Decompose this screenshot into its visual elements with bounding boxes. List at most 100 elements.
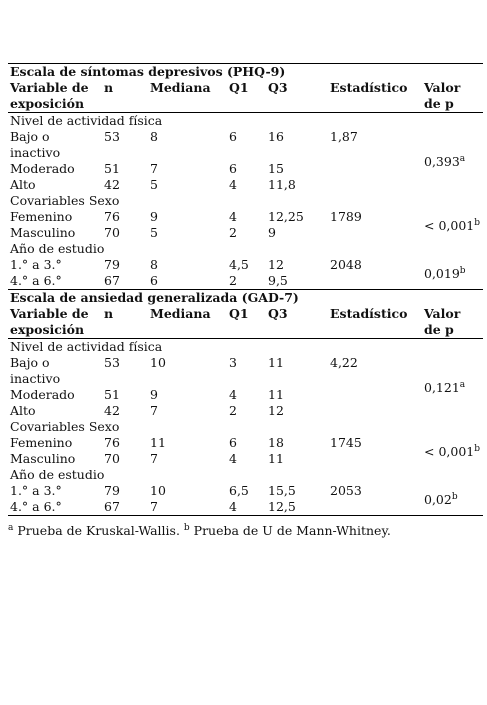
variable-label: Femenino: [10, 435, 73, 450]
variable-label: Femenino: [10, 209, 73, 224]
p-text: 0,121: [424, 380, 460, 396]
cell: 67: [104, 273, 120, 288]
section: Escala de síntomas depresivos (PHQ-9) Var…: [8, 63, 484, 290]
p-note: a: [459, 380, 466, 391]
cell: 7: [150, 451, 158, 466]
cell: 10: [150, 355, 166, 370]
row: Masculino 70 5 2 9: [8, 225, 483, 241]
cell: 12: [268, 257, 284, 272]
cell: 2: [229, 273, 237, 288]
cell: 10: [150, 483, 166, 498]
cell: 9: [268, 225, 276, 240]
variable-label: Moderado: [10, 161, 75, 176]
results-table: Escala de síntomas depresivos (PHQ-9) Var…: [8, 63, 484, 516]
group-label: Nivel de actividad física: [10, 339, 163, 354]
cell: 42: [104, 403, 120, 418]
p-value: 0,019b: [422, 257, 483, 290]
cell: 4,5: [229, 257, 249, 272]
column-header: Variable de exposición: [8, 80, 102, 113]
variable-label: Masculino: [10, 451, 76, 466]
statistic: 1,87: [330, 129, 358, 144]
cell: 2: [229, 225, 237, 240]
row: Femenino 76 11 6 18 1745 < 0,001b: [8, 435, 483, 460]
row: Año de estudio: [8, 467, 483, 483]
column-header: Variable de exposición: [8, 306, 102, 339]
group-label: Año de estudio: [10, 241, 105, 256]
row: 1.° a 3.° 79 10 6,5 15,5 2053 0,02b: [8, 483, 483, 508]
variable-label: 4.° a 6.°: [10, 499, 62, 514]
row: Moderado 51 9 4 11: [8, 387, 483, 403]
p-value: < 0,001b: [422, 209, 483, 241]
footnote-text: Prueba de Kruskal-Wallis.: [17, 523, 180, 539]
column-header: Estadístico: [328, 306, 422, 339]
cell: 7: [150, 499, 158, 514]
variable-label: Moderado: [10, 387, 75, 402]
variable-label: Alto: [10, 403, 36, 418]
cell: 4: [229, 209, 237, 224]
row: Año de estudio: [8, 241, 483, 257]
cell: 18: [268, 435, 284, 450]
cell: 3: [229, 355, 237, 370]
p-value: 0,393a: [422, 129, 483, 193]
p-value: 0,121a: [422, 355, 483, 419]
cell: 51: [104, 387, 120, 402]
cell: 15: [268, 161, 284, 176]
variable-label: 4.° a 6.°: [10, 273, 62, 288]
section-title: Escala de ansiedad generalizada (GAD-7): [8, 289, 484, 306]
section-title-row: Escala de ansiedad generalizada (GAD-7): [8, 289, 484, 306]
cell: 4: [229, 387, 237, 402]
cell: 7: [150, 403, 158, 418]
column-header: Mediana: [148, 80, 227, 113]
row: 4.° a 6.° 67 7 4 12,5: [8, 499, 483, 515]
row: 1.° a 3.° 79 8 4,5 12 2048 0,019b: [8, 257, 483, 282]
variable-label: Bajo o inactivo: [10, 129, 61, 160]
cell: 76: [104, 435, 120, 450]
variable-label: Alto: [10, 177, 36, 192]
cell: 42: [104, 177, 120, 192]
statistic: 2048: [330, 257, 362, 272]
column-header: Valor de p: [422, 306, 484, 339]
cell: 2: [229, 403, 237, 418]
variable-label: Masculino: [10, 225, 76, 240]
column-header: n: [102, 80, 148, 113]
cell: 51: [104, 161, 120, 176]
cell: 6: [229, 161, 237, 176]
row: Bajo o inactivo 53 10 3 11 4,22 0,121a: [8, 355, 483, 396]
cell: 53: [104, 355, 120, 370]
section: Escala de ansiedad generalizada (GAD-7) V…: [8, 289, 484, 516]
table-wrap: Escala de síntomas depresivos (PHQ-9) Var…: [8, 63, 484, 539]
footnote-mark: a: [8, 523, 14, 533]
row: Nivel de actividad física: [8, 113, 483, 130]
row: Alto 42 7 2 12: [8, 403, 483, 419]
p-text: 0,019: [424, 266, 460, 282]
row: Covariables Sexo: [8, 193, 483, 209]
cell: 6: [229, 129, 237, 144]
column-header: Q3: [266, 80, 328, 113]
cell: 4: [229, 451, 237, 466]
header-row: Variable de exposición n Mediana Q1 Q3 Estadí…: [8, 306, 484, 339]
statistic: 4,22: [330, 355, 358, 370]
p-text: < 0,001: [424, 444, 475, 460]
cell: 9: [150, 387, 158, 402]
p-value: < 0,001b: [422, 435, 483, 467]
statistic: 1745: [330, 435, 362, 450]
column-header: Estadístico: [328, 80, 422, 113]
cell: 70: [104, 225, 120, 240]
section-title: Escala de síntomas depresivos (PHQ-9): [8, 63, 484, 80]
p-note: b: [459, 266, 466, 277]
p-note: b: [474, 444, 480, 455]
column-header: Q1: [227, 306, 266, 339]
cell: 4: [229, 499, 237, 514]
row: Moderado 51 7 6 15: [8, 161, 483, 177]
p-note: b: [474, 218, 480, 229]
row: Masculino 70 7 4 11: [8, 451, 483, 467]
cell: 11: [268, 355, 284, 370]
p-value: 0,02b: [422, 483, 483, 515]
cell: 5: [150, 177, 158, 192]
cell: 5: [150, 225, 158, 240]
row: Femenino 76 9 4 12,25 1789 < 0,001b: [8, 209, 483, 234]
variable-label: 1.° a 3.°: [10, 257, 62, 272]
cell: 4: [229, 177, 237, 192]
cell: 11: [150, 435, 166, 450]
row: Bajo o inactivo 53 8 6 16 1,87 0,393a: [8, 129, 483, 170]
